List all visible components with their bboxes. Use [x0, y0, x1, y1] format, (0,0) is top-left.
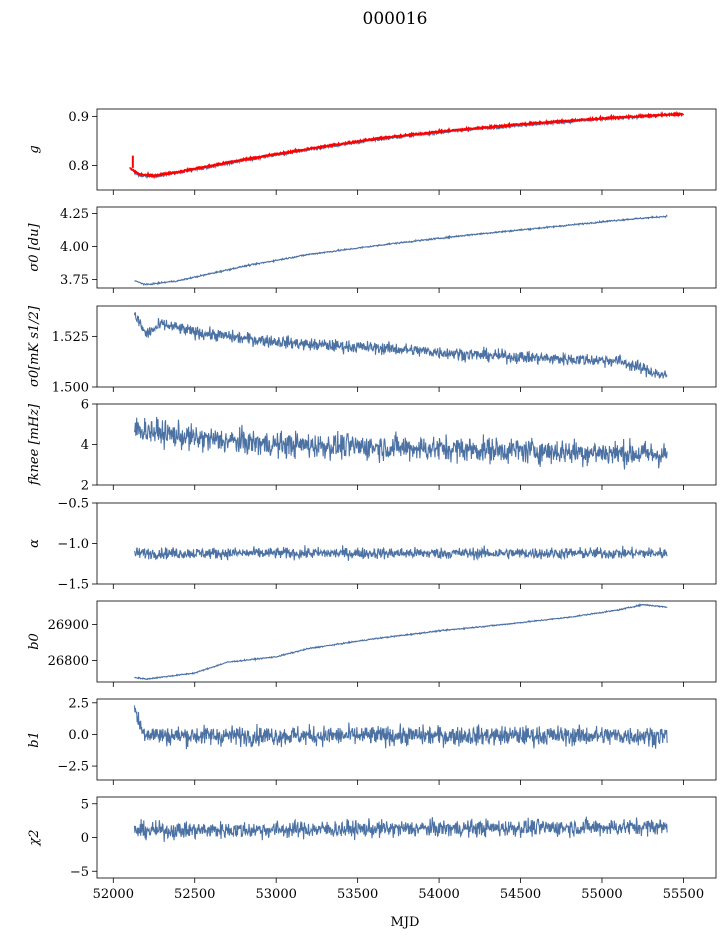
y-tick-label: −1.5	[57, 578, 89, 593]
panel-2: 3.75 4.00 4.25 σ0 [du]	[27, 206, 717, 293]
y-tick-label: 1.525	[52, 330, 89, 345]
series-line	[133, 705, 668, 750]
y-tick-label: 4.25	[60, 207, 89, 222]
y-tick-label: 26800	[48, 654, 89, 669]
y-tick-label: 3.75	[60, 273, 89, 288]
x-tick-label: 54500	[500, 887, 541, 902]
y-tick-label: 0.0	[68, 728, 89, 743]
panel-5: −1.5 −1.0 −0.5 α	[27, 497, 717, 593]
series-line	[133, 816, 668, 842]
series-line	[133, 312, 668, 379]
y-tick-label: 6	[81, 398, 89, 413]
panel-4: 2 4 6 fknee [mHz]	[27, 398, 717, 494]
y-tick-label: 0.9	[68, 110, 89, 125]
x-axis-label: MJD	[391, 915, 420, 930]
y-axis-label: σ0 [du]	[27, 223, 42, 272]
y-tick-label: 5	[81, 797, 89, 812]
x-tick-label: 53000	[256, 887, 297, 902]
panel-frame	[96, 108, 717, 191]
y-axis-label: b0	[27, 633, 42, 650]
panel-8: −5 0 5 χ2	[27, 796, 717, 883]
x-tick-label: 53500	[337, 887, 378, 902]
y-axis-label: χ2	[27, 829, 42, 846]
y-axis-label: b1	[27, 731, 42, 748]
series-line	[133, 111, 668, 180]
y-tick-label: 4	[81, 438, 89, 453]
y-tick-label: 26900	[48, 618, 89, 633]
x-tick-label: 52000	[93, 887, 134, 902]
series-line	[133, 416, 668, 470]
panel-frame	[96, 502, 717, 585]
y-tick-label: 4.00	[60, 240, 89, 255]
x-tick-label: 55000	[581, 887, 622, 902]
y-axis-label: α	[27, 539, 42, 548]
panel-6: 26800 26900 b0	[27, 600, 717, 687]
x-tick-label: 54000	[418, 887, 459, 902]
panel-3: 1.500 1.525 σ0[mK s1/2]	[27, 305, 717, 396]
panel-1: 0.8 0.9 g	[27, 108, 717, 195]
panel-frame	[96, 796, 717, 879]
x-tick-label: 52500	[174, 887, 215, 902]
y-tick-label: −0.5	[57, 497, 89, 512]
y-axis-label: σ0[mK s1/2]	[27, 305, 42, 387]
y-tick-label: −1.0	[57, 537, 89, 552]
y-tick-label: −2.5	[57, 760, 89, 775]
y-tick-label: 2	[81, 479, 89, 494]
y-tick-label: −5	[70, 865, 89, 880]
figure-title: 000016	[363, 9, 428, 29]
panel-7: −2.5 0.0 2.5 b1	[27, 696, 717, 785]
panels: 0.8 0.9 g 3.75 4.00 4.25 σ0 [du] 1.500 1.525 σ0[m…	[27, 108, 717, 883]
overlay-line	[129, 110, 685, 180]
y-tick-label: 0	[81, 831, 89, 846]
y-axis-label: fknee [mHz]	[27, 403, 42, 486]
panel-frame	[96, 600, 717, 683]
y-tick-label: 0.8	[68, 159, 89, 174]
panel-frame	[96, 698, 717, 781]
y-tick-label: 1.500	[52, 381, 89, 396]
series-line	[134, 214, 668, 287]
panel-frame	[96, 305, 717, 388]
x-tick-label: 55500	[663, 887, 704, 902]
series-line	[134, 603, 668, 681]
y-axis-label: g	[27, 145, 42, 153]
y-tick-label: 2.5	[68, 696, 89, 711]
x-axis: 52000 52500 53000 53500 54000 54500 55000 55500	[93, 887, 704, 902]
panel-frame	[96, 206, 717, 289]
series-line	[133, 545, 668, 561]
